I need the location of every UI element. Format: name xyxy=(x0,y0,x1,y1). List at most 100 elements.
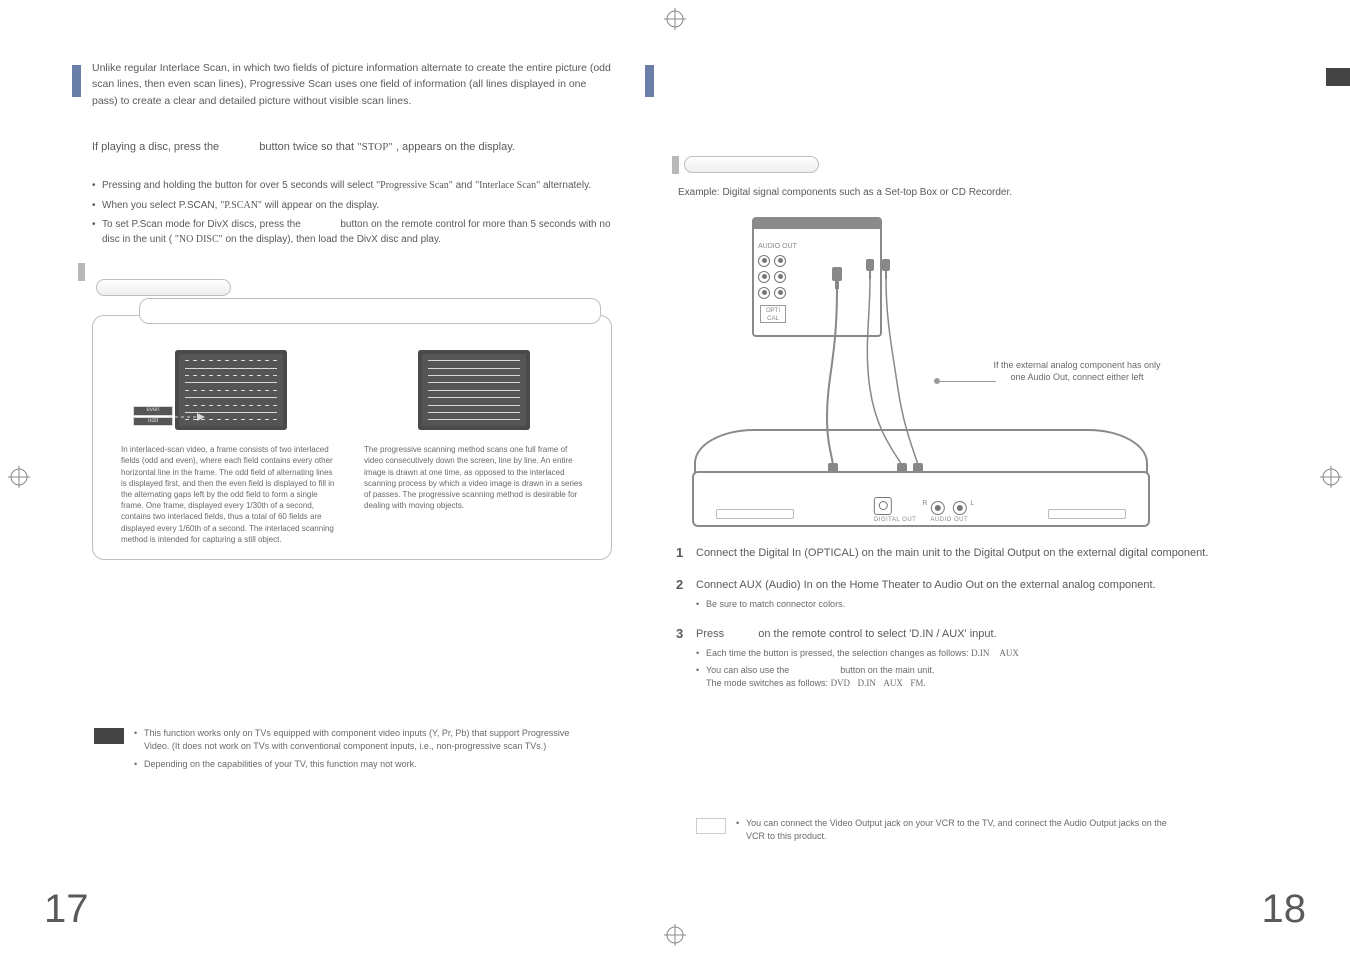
decor-pill-right xyxy=(684,156,819,173)
s3b: on the remote control to select 'D.IN / … xyxy=(758,628,996,640)
crop-mark-right xyxy=(1320,466,1342,488)
right-step-3: 3 Press on the remote control to select … xyxy=(676,626,1262,689)
theater-base-icon: DIGITAL OUT R L AUDIO OUT xyxy=(692,471,1150,527)
bullet-divx: To set P.Scan mode for DivX discs, press… xyxy=(92,218,612,247)
step-2-bullets: Pressing and holding the button for over… xyxy=(92,179,612,247)
decor-pill-left xyxy=(96,279,231,296)
right-step-2: 2 Connect AUX (Audio) In on the Home The… xyxy=(676,577,1262,610)
arrow-icon xyxy=(169,410,205,424)
crop-mark-left xyxy=(8,466,30,488)
right-page: Example: Digital signal components such … xyxy=(672,60,1262,705)
step-1-a: If playing a disc, press the xyxy=(92,141,222,153)
port-row-3 xyxy=(758,287,818,299)
callout-text: If the external analog component has onl… xyxy=(992,359,1162,384)
step-1-b: button twice so that xyxy=(259,141,357,153)
digital-out-jack: DIGITAL OUT xyxy=(874,497,917,523)
right-step-1-text: Connect the Digital In (OPTICAL) on the … xyxy=(696,545,1262,562)
port-icon xyxy=(774,255,786,267)
page-number-right: 18 xyxy=(1262,887,1307,932)
bullet-progressive-interlace: Pressing and holding the button for over… xyxy=(92,179,612,194)
callout-line xyxy=(940,381,996,382)
theater-top-icon xyxy=(694,429,1148,473)
compare-header xyxy=(139,298,601,324)
s3s2b: button on the main unit. xyxy=(840,665,934,675)
step-2: Pressing and holding the button for over… xyxy=(92,179,612,247)
base-slot-left xyxy=(716,509,794,519)
note-badge-left xyxy=(94,728,124,744)
left-page: Unlike regular Interlace Scan, in which … xyxy=(92,60,612,560)
b2-s1: "NO DISC" xyxy=(175,234,223,245)
mode-fm: FM. xyxy=(910,678,925,688)
port-icon xyxy=(758,255,770,267)
right-step-3-text: Press on the remote control to select 'D… xyxy=(696,626,1262,643)
mode-aux: AUX xyxy=(883,678,903,688)
right-step-3-sub2: You can also use the button on the main … xyxy=(696,664,1262,689)
b0-s2: "Interlace Scan" xyxy=(475,180,540,191)
page-edge-tab xyxy=(1326,68,1350,86)
b0-mid: and xyxy=(456,180,475,191)
right-step-2-sub: Be sure to match connector colors. xyxy=(696,598,1262,611)
step-1-text: If playing a disc, press the button twic… xyxy=(92,139,612,156)
right-note: You can connect the Video Output jack on… xyxy=(736,817,1176,848)
label-audio-out: AUDIO OUT xyxy=(930,517,968,523)
step-1-stop: "STOP" xyxy=(357,141,393,153)
interlaced-column: even odd In interlaced-scan video, a fra… xyxy=(109,350,352,545)
b1-s1: "P.SCAN" xyxy=(220,200,262,211)
page-number-left: 17 xyxy=(44,887,89,932)
mode-dvd: DVD xyxy=(831,678,851,688)
s3s1b: D.IN xyxy=(971,648,989,658)
left-note-2: Depending on the capabilities of your TV… xyxy=(134,758,579,771)
audio-out-jacks: R L AUDIO OUT xyxy=(930,501,968,523)
connection-diagram: AUDIO OUT OPTICAL xyxy=(672,209,1172,539)
b1-pre: When you select P.SCAN, xyxy=(102,200,220,211)
base-jacks: DIGITAL OUT R L AUDIO OUT xyxy=(874,497,968,523)
interlaced-text: In interlaced-scan video, a frame consis… xyxy=(121,444,340,545)
crop-mark-bottom xyxy=(664,924,686,946)
section-bar-right-mid xyxy=(672,156,679,174)
s3s2c: The mode switches as follows: xyxy=(706,678,831,688)
section-bar-left-top xyxy=(72,65,81,97)
mode-fm-txt: FM xyxy=(910,678,923,688)
right-note-text: You can connect the Video Output jack on… xyxy=(736,817,1176,843)
rca-jack-icon: R xyxy=(930,501,944,515)
rca-jack-icon: L xyxy=(952,501,966,515)
step-1: If playing a disc, press the button twic… xyxy=(92,139,612,156)
right-step-3-sub1: Each time the button is pressed, the sel… xyxy=(696,647,1262,660)
section-bar-right-top xyxy=(645,65,654,97)
intro-text: Unlike regular Interlace Scan, in which … xyxy=(92,60,612,109)
b1-post: will appear on the display. xyxy=(265,200,379,211)
base-slot-right xyxy=(1048,509,1126,519)
progressive-screen-icon xyxy=(418,350,530,430)
note-badge-right xyxy=(696,818,726,834)
left-notes: This function works only on TVs equipped… xyxy=(134,727,579,776)
b0-pre: Pressing and holding the button for over… xyxy=(102,180,376,191)
s3s1a: Each time the button is pressed, the sel… xyxy=(706,648,971,658)
b0-post: alternately. xyxy=(543,180,591,191)
s3a: Press xyxy=(696,628,727,640)
label-odd: odd xyxy=(133,417,173,427)
mode-din: D.IN xyxy=(858,678,876,688)
port-row-1 xyxy=(758,255,818,267)
right-step-1: 1 Connect the Digital In (OPTICAL) on th… xyxy=(676,545,1262,562)
bullet-pscan-display: When you select P.SCAN, "P.SCAN" will ap… xyxy=(92,199,612,214)
label-optical-out: OPTICAL xyxy=(760,305,786,323)
s3s1c: AUX xyxy=(999,648,1019,658)
progressive-column: The progressive scanning method scans on… xyxy=(352,350,595,545)
port-icon xyxy=(758,287,770,299)
progressive-text: The progressive scanning method scans on… xyxy=(364,444,583,511)
even-odd-label: even odd xyxy=(133,406,173,427)
step-1-c: , appears on the display. xyxy=(396,141,515,153)
compare-box: even odd In interlaced-scan video, a fra… xyxy=(92,315,612,560)
right-step-2-text: Connect AUX (Audio) In on the Home Theat… xyxy=(696,577,1262,594)
step-number-1: 1 xyxy=(676,545,683,560)
port-icon xyxy=(758,271,770,283)
right-steps: 1 Connect the Digital In (OPTICAL) on th… xyxy=(676,545,1262,690)
step-number-2: 2 xyxy=(676,577,683,592)
label-digital-out: DIGITAL OUT xyxy=(874,517,917,523)
example-text: Example: Digital signal components such … xyxy=(678,186,1262,201)
port-row-2 xyxy=(758,271,818,283)
optical-jack-icon xyxy=(874,497,892,515)
port-icon xyxy=(774,287,786,299)
label-device-audio-out: AUDIO OUT xyxy=(758,243,797,250)
b2-pre: To set P.Scan mode for DivX discs, press… xyxy=(102,219,304,230)
